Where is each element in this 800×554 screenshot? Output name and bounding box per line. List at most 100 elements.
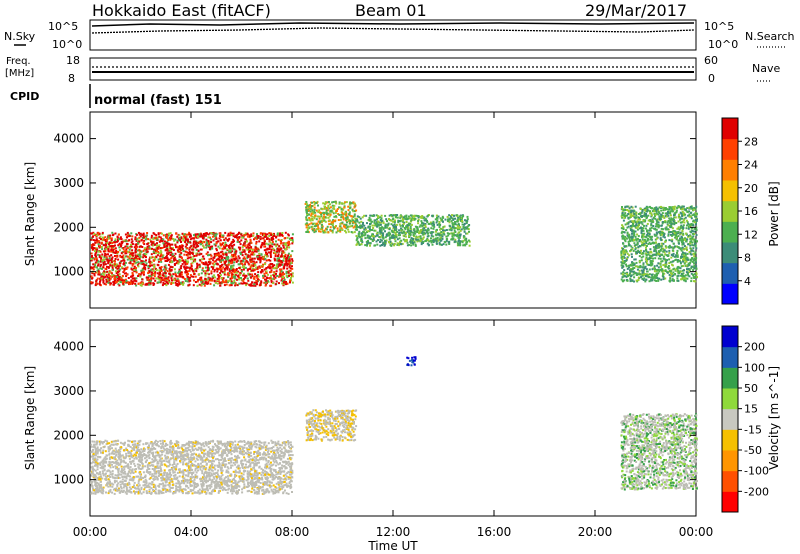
scatter-cell bbox=[216, 240, 219, 243]
scatter-cell bbox=[207, 269, 209, 272]
scatter-cell bbox=[330, 223, 333, 225]
scatter-cell bbox=[451, 237, 454, 240]
scatter-cell bbox=[679, 237, 681, 240]
scatter-cell bbox=[276, 275, 279, 277]
scatter-cell bbox=[407, 215, 410, 218]
scatter-cell bbox=[246, 248, 249, 251]
scatter-cell bbox=[289, 254, 292, 257]
scatter-cell bbox=[249, 256, 252, 259]
scatter-cell bbox=[627, 242, 630, 245]
scatter-cell bbox=[255, 240, 258, 243]
scatter-cell bbox=[648, 264, 651, 266]
scatter-cell bbox=[108, 236, 111, 238]
scatter-cell bbox=[311, 201, 314, 204]
scatter-cell bbox=[104, 250, 107, 252]
scatter-cell bbox=[180, 252, 183, 255]
scatter-cell bbox=[288, 261, 291, 264]
scatter-cell bbox=[111, 234, 114, 237]
scatter-cell bbox=[306, 223, 308, 226]
scatter-cell bbox=[251, 252, 254, 255]
scatter-cell bbox=[224, 243, 227, 246]
scatter-cell bbox=[196, 266, 199, 269]
scatter-cell bbox=[420, 243, 423, 246]
scatter-cell bbox=[677, 269, 680, 272]
scatter-cell bbox=[246, 277, 249, 280]
scatter-cell bbox=[683, 217, 686, 220]
scatter-cell bbox=[123, 262, 125, 265]
scatter-cell bbox=[144, 238, 147, 241]
scatter-cell bbox=[620, 278, 623, 281]
scatter-cell bbox=[230, 234, 233, 236]
scatter-cell bbox=[626, 267, 629, 270]
scatter-cell bbox=[146, 245, 149, 248]
scatter-cell bbox=[194, 281, 197, 283]
scatter-cell bbox=[465, 221, 468, 224]
scatter-cell bbox=[682, 232, 685, 235]
scatter-cell bbox=[457, 240, 460, 243]
scatter-cell bbox=[682, 265, 685, 267]
scatter-cell bbox=[102, 266, 105, 269]
scatter-cell bbox=[358, 230, 361, 233]
scatter-cell bbox=[439, 232, 442, 235]
scatter-cell bbox=[638, 227, 641, 230]
scatter-cell bbox=[420, 222, 423, 225]
scatter-cell bbox=[692, 252, 695, 255]
scatter-cell bbox=[379, 219, 382, 221]
scatter-cell bbox=[160, 270, 163, 272]
scatter-cell bbox=[635, 221, 638, 224]
scatter-cell bbox=[179, 239, 182, 242]
scatter-cell bbox=[201, 282, 204, 284]
scatter-cell bbox=[182, 250, 185, 252]
scatter-cell bbox=[259, 259, 262, 262]
scatter-cell bbox=[249, 248, 251, 251]
scatter-cell bbox=[203, 284, 206, 287]
scatter-cell bbox=[191, 268, 193, 271]
scatter-cell bbox=[221, 263, 224, 266]
scatter-cell bbox=[95, 282, 98, 285]
scatter-cell bbox=[625, 237, 628, 240]
scatter-cell bbox=[109, 234, 112, 237]
scatter-cell bbox=[667, 231, 670, 234]
scatter-cell bbox=[305, 209, 308, 211]
scatter-cell bbox=[184, 259, 187, 261]
scatter-cell bbox=[180, 273, 183, 276]
scatter-cell bbox=[109, 283, 112, 286]
scatter-cell bbox=[412, 234, 415, 236]
scatter-cell bbox=[192, 260, 195, 263]
scatter-cell bbox=[219, 239, 222, 242]
scatter-cell bbox=[640, 211, 643, 214]
scatter-cell bbox=[171, 255, 174, 258]
scatter-cell bbox=[658, 251, 661, 254]
scatter-cell bbox=[368, 228, 371, 231]
scatter-cell bbox=[345, 223, 348, 226]
scatter-cell bbox=[110, 240, 113, 243]
scatter-cell bbox=[664, 207, 667, 209]
scatter-cell bbox=[695, 205, 698, 208]
scatter-cell bbox=[134, 282, 137, 285]
scatter-cell bbox=[626, 257, 628, 260]
scatter-cell bbox=[392, 235, 395, 238]
scatter-cell bbox=[238, 231, 240, 234]
scatter-cell bbox=[92, 239, 95, 241]
scatter-cell bbox=[232, 273, 235, 276]
scatter-cell bbox=[372, 238, 375, 241]
scatter-cell bbox=[687, 267, 690, 270]
scatter-cell bbox=[430, 241, 433, 244]
scatter-cell bbox=[227, 263, 230, 266]
scatter-cell bbox=[263, 235, 266, 238]
scatter-cell bbox=[107, 248, 110, 251]
scatter-cell bbox=[458, 239, 460, 242]
scatter-cell bbox=[109, 262, 112, 265]
scatter-cell bbox=[640, 256, 643, 259]
scatter-cell bbox=[291, 250, 294, 253]
scatter-cell bbox=[221, 256, 224, 259]
scatter-cell bbox=[114, 232, 117, 235]
scatter-cell bbox=[622, 265, 625, 268]
scatter-cell bbox=[686, 249, 688, 252]
scatter-cell bbox=[283, 267, 286, 270]
scatter-cell bbox=[190, 264, 193, 267]
scatter-cell bbox=[276, 232, 279, 235]
scatter-cell bbox=[306, 204, 309, 207]
scatter-cell bbox=[453, 214, 456, 217]
